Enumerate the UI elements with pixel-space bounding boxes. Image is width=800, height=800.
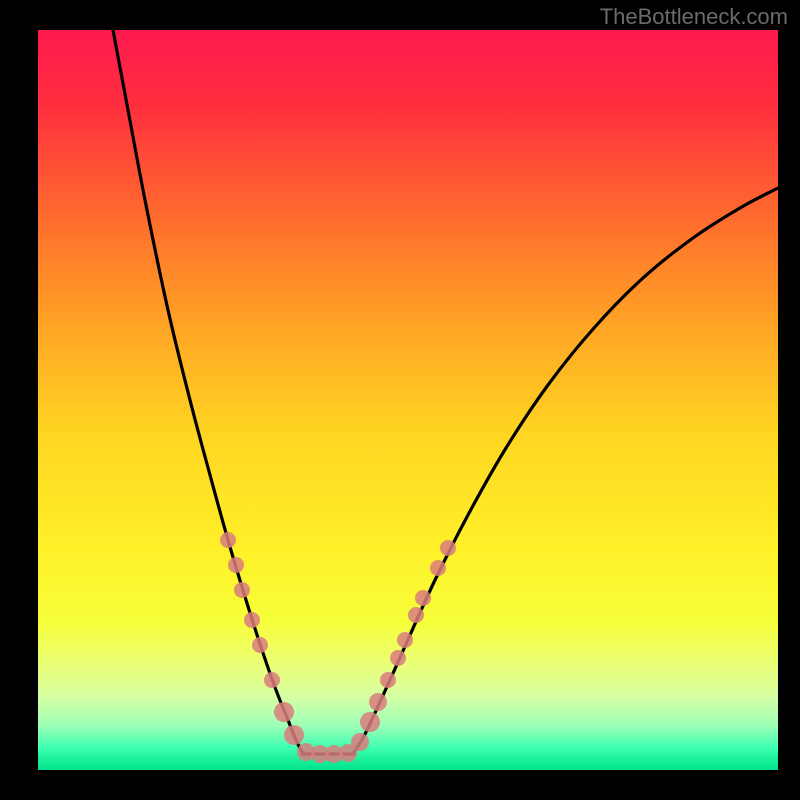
data-marker [408, 607, 424, 623]
data-marker [244, 612, 260, 628]
curve-right-branch [354, 188, 778, 752]
data-marker [252, 637, 268, 653]
curve-left-branch [113, 30, 302, 752]
data-marker [380, 672, 396, 688]
data-marker [430, 560, 446, 576]
data-marker [284, 725, 304, 745]
plot-area [38, 30, 778, 770]
data-marker [440, 540, 456, 556]
data-marker [264, 672, 280, 688]
data-marker [234, 582, 250, 598]
curve-layer [38, 30, 778, 770]
watermark-text: TheBottleneck.com [600, 4, 788, 30]
data-marker [220, 532, 236, 548]
data-marker [360, 712, 380, 732]
data-marker [415, 590, 431, 606]
data-marker [274, 702, 294, 722]
data-marker [228, 557, 244, 573]
data-marker [390, 650, 406, 666]
data-marker [397, 632, 413, 648]
data-marker [351, 733, 369, 751]
chart-root: TheBottleneck.com [0, 0, 800, 800]
data-marker [369, 693, 387, 711]
